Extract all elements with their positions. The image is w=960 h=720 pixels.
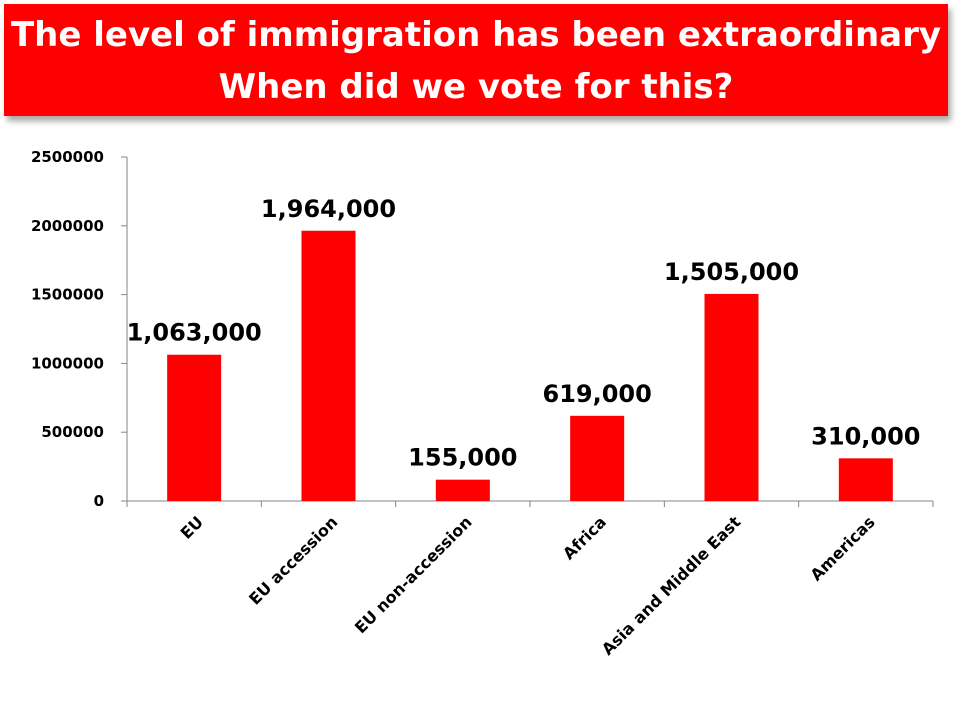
title-banner: The level of immigration has been extrao… [4, 4, 948, 116]
title-line-1: The level of immigration has been extrao… [10, 15, 942, 55]
y-tick-label: 500000 [41, 423, 104, 441]
data-label: 155,000 [408, 444, 517, 472]
bar [838, 458, 893, 501]
y-tick-label: 1500000 [31, 286, 104, 304]
bar [570, 415, 625, 501]
chart-axes [126, 157, 934, 507]
chart-x-labels: EU EU accession EU non-accession AfricaAsia… [177, 512, 879, 659]
y-tick-label: 0 [94, 492, 104, 510]
bar [167, 354, 222, 501]
y-tick-label: 2500000 [31, 148, 104, 166]
data-label: 310,000 [811, 422, 920, 450]
y-tick-label: 1000000 [31, 354, 104, 372]
data-label: 619,000 [543, 380, 652, 408]
x-category-label: EU accession [245, 512, 341, 608]
data-label: 1,063,000 [127, 319, 262, 347]
x-category-label: Americas [806, 512, 878, 584]
chart-bars [167, 230, 893, 501]
bar [704, 293, 759, 501]
title-line-2: When did we vote for this? [218, 67, 734, 107]
x-category-label: EU [177, 512, 207, 542]
bar [435, 479, 490, 501]
bar [301, 230, 356, 501]
data-label: 1,964,000 [261, 195, 396, 223]
x-category-label: Africa [559, 512, 610, 563]
chart-data-labels: 1,063,000 1,964,000 155,000 619,000 1,505,00… [127, 195, 921, 472]
chart-y-ticks: 0 500000 1000000 1500000 2000000 2500000 [31, 148, 127, 510]
y-tick-label: 2000000 [31, 217, 104, 235]
x-category-label: EU non-accession [351, 512, 476, 637]
data-label: 1,505,000 [664, 258, 799, 286]
x-category-label: Asia and Middle East [598, 512, 745, 659]
